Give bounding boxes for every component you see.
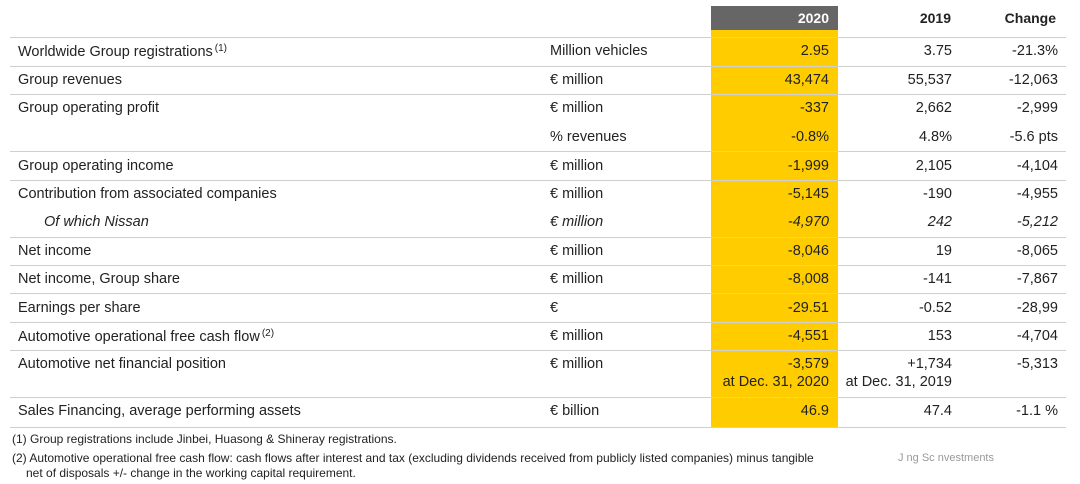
row-separator: [10, 37, 1066, 38]
row-unit: € million: [550, 72, 604, 88]
watermark-text: J ng Sc nvestments: [898, 452, 994, 464]
row-value-2019: +1,734: [907, 356, 952, 372]
row-value-2019: 242: [927, 214, 952, 230]
highlight-column-2020: [711, 30, 838, 427]
row-label: Worldwide Group registrations (1): [18, 43, 227, 60]
table-row: Of which Nissan € million -4,970 242 -5,…: [0, 208, 1080, 236]
row-separator: [10, 66, 1066, 67]
row-separator: [10, 265, 1066, 266]
footnote-1: (1) Group registrations include Jinbei, …: [12, 432, 397, 446]
row-value-2019: 47.4: [923, 403, 952, 419]
row-value-change: -5,212: [1016, 214, 1058, 230]
row-value-2019: 4.8%: [918, 129, 952, 145]
table-row: Sales Financing, average performing asse…: [0, 397, 1080, 425]
row-unit: €: [550, 300, 559, 316]
row-separator: [10, 427, 1066, 428]
row-value-2019: 19: [935, 243, 952, 259]
row-separator: [10, 151, 1066, 152]
row-value-2020: -4,551: [787, 328, 829, 344]
row-value-2020: -0.8%: [791, 129, 829, 145]
table-row: Group operating income € million -1,999 …: [0, 152, 1080, 180]
row-unit: € million: [550, 243, 604, 259]
row-separator: [10, 350, 1066, 351]
row-separator: [10, 180, 1066, 181]
row-value-2020: -8,008: [787, 271, 829, 287]
table-row: % revenues -0.8% 4.8% -5.6 pts: [0, 123, 1080, 151]
row-value-2020: 2.95: [800, 43, 829, 59]
row-unit: € million: [550, 328, 604, 344]
row-label: Contribution from associated companies: [18, 186, 277, 202]
row-value-2019: 153: [927, 328, 952, 344]
table-row: Contribution from associated companies €…: [0, 180, 1080, 208]
row-value-change: -2,999: [1016, 100, 1058, 116]
row-value-2020-date: at Dec. 31, 2020: [722, 374, 829, 390]
row-label: Of which Nissan: [44, 214, 149, 230]
row-value-change: -4,955: [1016, 186, 1058, 202]
row-value-change: -8,065: [1016, 243, 1058, 259]
row-value-2020: -4,970: [787, 214, 829, 230]
row-unit: € million: [550, 158, 604, 174]
row-label: Sales Financing, average performing asse…: [18, 403, 301, 419]
table-row: Worldwide Group registrations (1) Million…: [0, 37, 1080, 65]
row-value-change: -4,104: [1016, 158, 1058, 174]
row-value-2019: 2,662: [915, 100, 952, 116]
row-value-change: -5,313: [1016, 356, 1058, 372]
row-unit: Million vehicles: [550, 43, 648, 59]
row-value-2019: 55,537: [907, 72, 952, 88]
row-value-2020: 46.9: [800, 403, 829, 419]
table-row: Group revenues € million 43,474 55,537 -…: [0, 66, 1080, 94]
row-separator: [10, 94, 1066, 95]
row-value-2020: -1,999: [787, 158, 829, 174]
row-unit: € million: [550, 271, 604, 287]
table-row: Group operating profit € million -337 2,…: [0, 94, 1080, 122]
header-2020: 2020: [711, 6, 838, 30]
row-value-2020: -3,579: [787, 356, 829, 372]
row-label: Net income: [18, 243, 92, 259]
row-value-2019: 2,105: [915, 158, 952, 174]
row-label: Group operating profit: [18, 100, 160, 116]
row-value-2019: -141: [922, 271, 952, 287]
row-unit: € million: [550, 100, 604, 116]
row-label: Earnings per share: [18, 300, 141, 316]
row-unit: € billion: [550, 403, 600, 419]
row-label: Group operating income: [18, 158, 174, 174]
row-value-change: -4,704: [1016, 328, 1058, 344]
header-change: Change: [1004, 10, 1056, 26]
footnote-2-continued: net of disposals +/- change in the worki…: [26, 466, 356, 480]
table-row: Earnings per share € -29.51 -0.52 -28,99: [0, 294, 1080, 322]
row-value-2020: -29.51: [787, 300, 829, 316]
row-value-2020: -8,046: [787, 243, 829, 259]
table-row: Automotive net financial position € mill…: [0, 350, 1080, 396]
row-value-2020: -337: [799, 100, 829, 116]
row-value-2019: -190: [922, 186, 952, 202]
row-label: Net income, Group share: [18, 271, 180, 287]
row-value-change: -1.1 %: [1016, 403, 1058, 419]
row-separator: [10, 322, 1066, 323]
row-value-change: -7,867: [1016, 271, 1058, 287]
row-value-change: -28,99: [1016, 300, 1058, 316]
row-unit: € million: [550, 186, 604, 202]
row-value-change: -12,063: [1008, 72, 1058, 88]
row-value-2019-date: at Dec. 31, 2019: [845, 374, 952, 390]
row-value-change: -5.6 pts: [1009, 129, 1058, 145]
header-2019: 2019: [919, 10, 951, 26]
row-separator: [10, 397, 1066, 398]
row-value-2020: -5,145: [787, 186, 829, 202]
row-label: Automotive net financial position: [18, 356, 226, 372]
row-value-2019: -0.52: [918, 300, 952, 316]
row-value-2020: 43,474: [784, 72, 829, 88]
row-separator: [10, 237, 1066, 238]
row-label: Group revenues: [18, 72, 122, 88]
row-value-2019: 3.75: [923, 43, 952, 59]
row-value-change: -21.3%: [1012, 43, 1058, 59]
row-unit: € million: [550, 214, 604, 230]
row-separator: [10, 293, 1066, 294]
row-label: Automotive operational free cash flow (2): [18, 328, 275, 345]
table-row: Net income, Group share € million -8,008…: [0, 265, 1080, 293]
footnote-2: (2) Automotive operational free cash flo…: [12, 451, 814, 465]
table-row: Automotive operational free cash flow (2)…: [0, 322, 1080, 350]
table-row: Net income € million -8,046 19 -8,065: [0, 237, 1080, 265]
row-unit: € million: [550, 356, 604, 372]
row-unit: % revenues: [550, 129, 627, 145]
